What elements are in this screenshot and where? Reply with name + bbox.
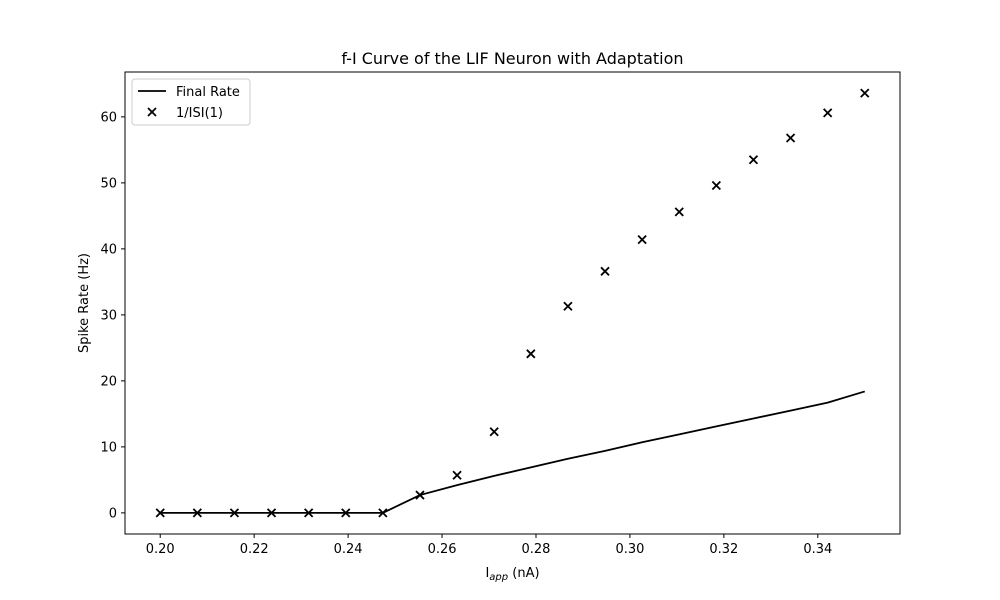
y-axis-title: Spike Rate (Hz) bbox=[77, 253, 92, 353]
y-axis: 0 10 20 30 40 50 60 bbox=[100, 110, 125, 521]
x-axis-title: Iapp (nA) bbox=[485, 566, 539, 583]
x-marker-point bbox=[563, 301, 573, 311]
y-tick-label: 50 bbox=[100, 176, 117, 191]
x-marker-point bbox=[229, 508, 240, 518]
x-tick-label: 0.28 bbox=[522, 542, 551, 557]
x-tick-label: 0.26 bbox=[428, 542, 457, 557]
x-axis-title-suffix: (nA) bbox=[508, 566, 539, 581]
x-marker-point bbox=[674, 207, 684, 217]
chart-title: f-I Curve of the LIF Neuron with Adaptat… bbox=[341, 49, 683, 68]
x-marker-point bbox=[378, 508, 388, 518]
y-tick-label: 30 bbox=[100, 308, 117, 323]
y-tick-label: 40 bbox=[100, 242, 117, 257]
x-marker-point bbox=[155, 508, 165, 518]
series-layer bbox=[155, 88, 870, 518]
x-marker-point bbox=[823, 108, 833, 118]
legend: Final Rate 1/ISI(1) bbox=[131, 78, 251, 126]
x-marker-point bbox=[748, 155, 759, 165]
legend-x-marker bbox=[147, 107, 157, 117]
plot-area: 0.20 0.22 0.24 0.26 0.28 0.30 0.32 0.34 0 10 20 30… bbox=[100, 71, 901, 557]
series-line-final-rate bbox=[160, 390, 866, 514]
x-marker-point bbox=[637, 235, 647, 245]
x-marker-point bbox=[526, 349, 536, 359]
x-marker-point bbox=[304, 508, 314, 518]
x-marker-point bbox=[341, 508, 351, 518]
legend-label-isi: 1/ISI(1) bbox=[176, 106, 223, 121]
y-tick-label: 0 bbox=[109, 506, 117, 521]
x-marker-point bbox=[711, 180, 721, 191]
x-tick-label: 0.20 bbox=[146, 542, 175, 557]
x-marker-point bbox=[600, 266, 610, 276]
y-tick-label: 60 bbox=[100, 110, 117, 125]
x-tick-label: 0.24 bbox=[334, 542, 363, 557]
y-tick-label: 10 bbox=[100, 440, 117, 455]
x-marker-point bbox=[489, 427, 499, 437]
x-axis-title-main: I bbox=[485, 566, 489, 581]
x-tick-label: 0.34 bbox=[803, 542, 832, 557]
y-tick-label: 20 bbox=[100, 374, 117, 389]
x-axis: 0.20 0.22 0.24 0.26 0.28 0.30 0.32 0.34 bbox=[146, 534, 832, 557]
x-tick-label: 0.30 bbox=[615, 542, 644, 557]
x-marker-point bbox=[785, 133, 796, 143]
x-marker-point bbox=[192, 508, 202, 518]
x-tick-label: 0.32 bbox=[709, 542, 738, 557]
x-axis-title-subscript: app bbox=[489, 572, 508, 583]
legend-label-final-rate: Final Rate bbox=[176, 85, 240, 100]
x-marker-point bbox=[452, 470, 462, 480]
x-marker-point bbox=[266, 508, 277, 518]
x-marker-point bbox=[415, 490, 425, 500]
x-tick-label: 0.22 bbox=[240, 542, 269, 557]
x-marker-point bbox=[860, 88, 870, 98]
axes-frame bbox=[124, 71, 901, 535]
